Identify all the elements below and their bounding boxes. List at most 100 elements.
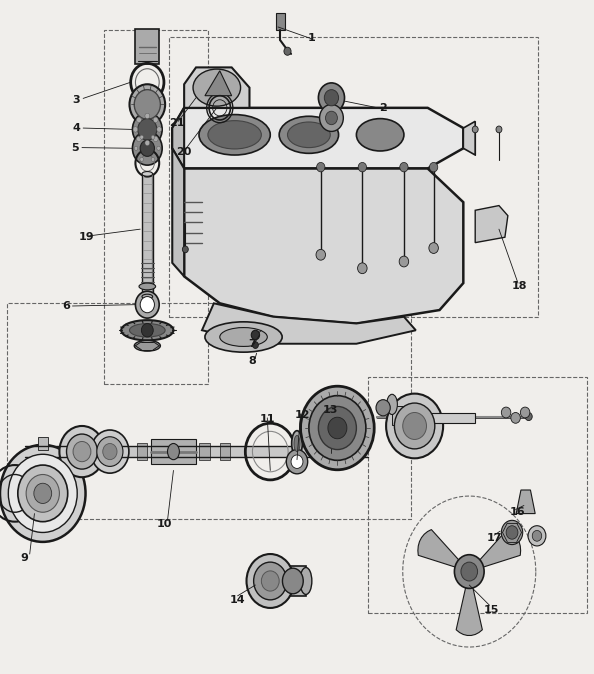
Circle shape [520,407,530,418]
Polygon shape [205,71,232,96]
Ellipse shape [129,324,165,337]
Circle shape [252,342,258,348]
Circle shape [318,406,356,450]
Polygon shape [172,148,184,276]
Circle shape [261,571,279,591]
Ellipse shape [287,122,330,148]
Polygon shape [184,168,463,324]
Circle shape [358,162,366,172]
Circle shape [138,119,157,140]
Bar [38,437,48,450]
Bar [137,443,147,460]
Circle shape [153,117,158,123]
Ellipse shape [199,115,270,155]
Polygon shape [172,108,463,168]
Circle shape [103,443,117,460]
Ellipse shape [387,394,397,415]
Circle shape [129,84,165,125]
Text: 6: 6 [62,301,70,311]
Circle shape [316,249,326,260]
Text: 16: 16 [510,508,525,517]
Ellipse shape [134,340,160,351]
Ellipse shape [356,119,404,151]
Circle shape [8,454,77,532]
Ellipse shape [121,320,173,340]
Circle shape [506,526,518,539]
Circle shape [399,256,409,267]
Text: 12: 12 [295,410,310,420]
Circle shape [34,483,52,503]
Bar [104,30,208,384]
Bar [169,37,538,317]
Circle shape [400,162,408,172]
Circle shape [528,526,546,546]
Polygon shape [475,206,508,243]
Circle shape [145,140,150,146]
Circle shape [403,412,426,439]
Circle shape [134,90,160,119]
Circle shape [140,135,143,140]
Bar [92,443,103,460]
Bar [178,443,189,460]
Circle shape [429,162,438,172]
Circle shape [501,520,523,545]
Text: 3: 3 [72,95,80,104]
Circle shape [472,126,478,133]
Circle shape [309,396,366,460]
Circle shape [91,430,129,473]
Circle shape [532,530,542,541]
Polygon shape [184,67,249,108]
Ellipse shape [208,121,261,149]
Circle shape [26,474,59,512]
Circle shape [501,407,511,418]
Circle shape [376,400,390,416]
Circle shape [132,113,162,146]
Text: 20: 20 [176,148,191,157]
Circle shape [291,455,303,468]
Bar [151,439,196,464]
Circle shape [133,127,138,132]
Bar [7,303,411,519]
Circle shape [461,562,478,581]
Circle shape [317,162,325,172]
Circle shape [137,117,141,123]
Circle shape [97,437,123,466]
Ellipse shape [139,283,156,290]
Circle shape [134,146,138,150]
Polygon shape [516,490,535,514]
Circle shape [386,394,443,458]
Ellipse shape [300,568,312,594]
Ellipse shape [294,435,300,452]
Circle shape [254,562,287,600]
Polygon shape [172,108,184,168]
Bar [25,446,368,457]
Polygon shape [463,121,475,155]
Text: 1: 1 [308,33,315,42]
Text: 21: 21 [169,118,184,127]
Circle shape [67,434,97,469]
Circle shape [73,441,91,462]
Text: 13: 13 [323,405,339,415]
Circle shape [284,47,291,55]
Circle shape [132,131,162,165]
Circle shape [153,136,158,142]
Circle shape [301,386,374,470]
Circle shape [286,450,308,474]
Circle shape [358,263,367,274]
Bar [270,566,306,596]
Circle shape [135,291,159,318]
Circle shape [137,136,141,142]
Polygon shape [202,303,416,344]
Ellipse shape [168,443,179,460]
Text: 8: 8 [248,357,256,366]
Circle shape [326,111,337,125]
Bar [199,443,210,460]
Circle shape [141,324,153,337]
Circle shape [525,412,532,421]
Text: 14: 14 [229,595,245,605]
Circle shape [511,412,520,423]
Circle shape [496,126,502,133]
Bar [157,443,168,460]
Text: 15: 15 [484,605,500,615]
Ellipse shape [220,328,267,346]
